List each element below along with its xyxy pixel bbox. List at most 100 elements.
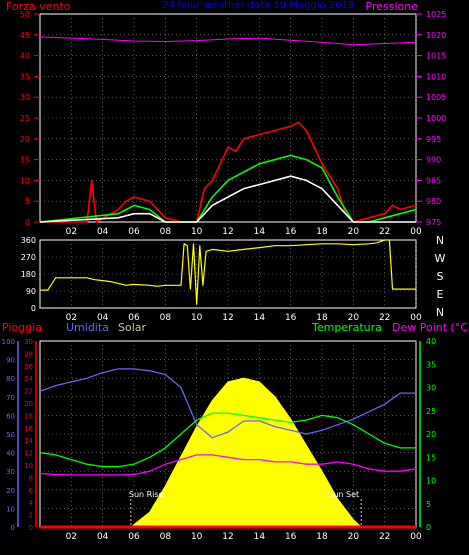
temp-x-tick-label: 06: [128, 532, 140, 542]
wind-y-tick-label: 0: [25, 218, 30, 227]
humidity-y-tick-label: 100: [2, 338, 15, 346]
pressure-y-tick-label: 1005: [426, 93, 446, 102]
wind-x-tick-label: 12: [222, 227, 233, 237]
pressure-y-tick-label: 1020: [426, 31, 446, 40]
temperature-series-line: [39, 412, 416, 468]
direction-x-tick-label: 04: [97, 313, 109, 323]
wind-x-tick-label: 16: [285, 227, 297, 237]
pressure-y-tick-label: 975: [426, 218, 441, 227]
pressure-y-tick-label: 1010: [426, 72, 446, 81]
temp-x-tick-label: 10: [191, 532, 203, 542]
humidity-y-tick-label: 0: [11, 524, 15, 532]
humidity-y-tick-label: 10: [6, 505, 15, 513]
rain-y-tick-label: 26: [24, 363, 33, 371]
temperature-y-tick-label: 30: [426, 384, 436, 393]
pressure-y-tick-label: 990: [426, 156, 441, 165]
wind-y-tick-label: 20: [20, 135, 30, 144]
compass-direction-label: N: [436, 234, 444, 247]
temp-x-tick-label: 22: [379, 532, 390, 542]
humidity-y-tick-label: 60: [6, 412, 15, 420]
wind-pressure-panel: Forza vento 24 hour weather data 19 Magg…: [6, 0, 446, 237]
temperature-y-tick-label: 35: [426, 360, 436, 369]
rain-y-tick-label: 2: [29, 512, 33, 520]
wind-y-tick-label: 25: [20, 114, 30, 123]
direction-y-tick-label: 270: [21, 253, 36, 262]
wind-y-tick-label: 40: [20, 52, 30, 61]
pressure-y-tick-label: 995: [426, 135, 441, 144]
temp-x-tick-label: 12: [222, 532, 233, 542]
humidity-y-tick-label: 90: [6, 357, 15, 365]
solar-label: Solar: [118, 321, 147, 334]
direction-x-tick-label: 12: [222, 313, 233, 323]
temp-x-tick-label: 08: [160, 532, 172, 542]
pressure-y-tick-label: 980: [426, 197, 441, 206]
rain-y-tick-label: 10: [24, 462, 33, 470]
direction-x-tick-label: 08: [160, 313, 172, 323]
pressure-y-tick-label: 1000: [426, 114, 446, 123]
rain-y-tick-label: 28: [24, 350, 33, 358]
dew_point-series-line: [39, 454, 417, 476]
rain-y-tick-label: 18: [24, 412, 33, 420]
temperature-y-tick-label: 40: [426, 337, 436, 346]
dew-point-label: Dew Point (°C): [392, 321, 469, 334]
temp-x-tick-label: 20: [348, 532, 360, 542]
wind-x-tick-label: 10: [191, 227, 203, 237]
wind-y-tick-label: 15: [20, 156, 30, 165]
rain-y-tick-label: 4: [29, 499, 34, 507]
compass-direction-label: W: [435, 252, 446, 265]
rain-y-tick-label: 14: [24, 437, 33, 445]
wind-y-tick-label: 30: [20, 93, 30, 102]
wind-x-tick-label: 02: [66, 227, 77, 237]
humidity-y-tick-label: 50: [6, 431, 15, 439]
avg_wind-series-line: [39, 175, 416, 223]
wind-x-tick-label: 22: [379, 227, 390, 237]
rain-label: Pioggia: [2, 321, 42, 334]
direction-x-tick-label: 10: [191, 313, 203, 323]
rain-y-tick-label: 16: [24, 425, 33, 433]
direction-x-tick-label: 02: [66, 313, 77, 323]
temperature-label: Temperatura: [311, 321, 382, 334]
direction-x-tick-label: 00: [410, 313, 422, 323]
humidity-label: Umidita: [66, 321, 109, 334]
sunset-label: Sun Set: [328, 490, 359, 499]
sunrise-label: Sun Rise: [129, 490, 164, 499]
rain-y-tick-label: 24: [24, 375, 33, 383]
compass-direction-label: N: [436, 306, 444, 319]
wind-y-tick-label: 5: [25, 197, 30, 206]
wind-x-tick-label: 08: [160, 227, 172, 237]
direction-x-tick-label: 20: [348, 313, 360, 323]
direction-series-line: [40, 239, 416, 305]
direction-y-tick-label: 90: [26, 287, 36, 296]
pressure-series-line: [39, 36, 417, 46]
direction-x-tick-label: 06: [128, 313, 140, 323]
humidity-y-tick-label: 20: [6, 487, 15, 495]
rain-y-tick-label: 30: [24, 338, 33, 346]
direction-x-tick-label: 16: [285, 313, 297, 323]
temp-x-tick-label: 00: [410, 532, 422, 542]
temperature-y-tick-label: 0: [426, 523, 431, 532]
temperature-y-tick-label: 25: [426, 407, 436, 416]
temperature-y-tick-label: 10: [426, 477, 436, 486]
pressure-y-tick-label: 985: [426, 176, 441, 185]
compass-direction-label: S: [437, 270, 444, 283]
direction-y-tick-label: 360: [21, 236, 36, 245]
temperature-humidity-panel: Pioggia Umidita Solar Temperatura Dew Po…: [2, 321, 469, 542]
direction-x-tick-label: 18: [316, 313, 328, 323]
wind-axis-label: Forza vento: [6, 0, 71, 13]
humidity-series-line: [39, 368, 416, 439]
temp-x-tick-label: 14: [254, 532, 266, 542]
temperature-y-tick-label: 20: [426, 430, 436, 439]
wind-x-tick-label: 18: [316, 227, 328, 237]
temp-x-tick-label: 16: [285, 532, 297, 542]
humidity-y-tick-label: 30: [6, 468, 15, 476]
humidity-y-tick-label: 70: [6, 394, 15, 402]
rain-y-tick-label: 20: [24, 400, 33, 408]
wind-x-tick-label: 14: [254, 227, 266, 237]
temp-x-tick-label: 04: [97, 532, 109, 542]
rain-y-tick-label: 0: [29, 524, 33, 532]
pressure-y-tick-label: 1025: [426, 10, 446, 19]
wind-x-tick-label: 20: [348, 227, 360, 237]
humidity-y-tick-label: 40: [6, 450, 15, 458]
temp-x-tick-label: 02: [66, 532, 77, 542]
